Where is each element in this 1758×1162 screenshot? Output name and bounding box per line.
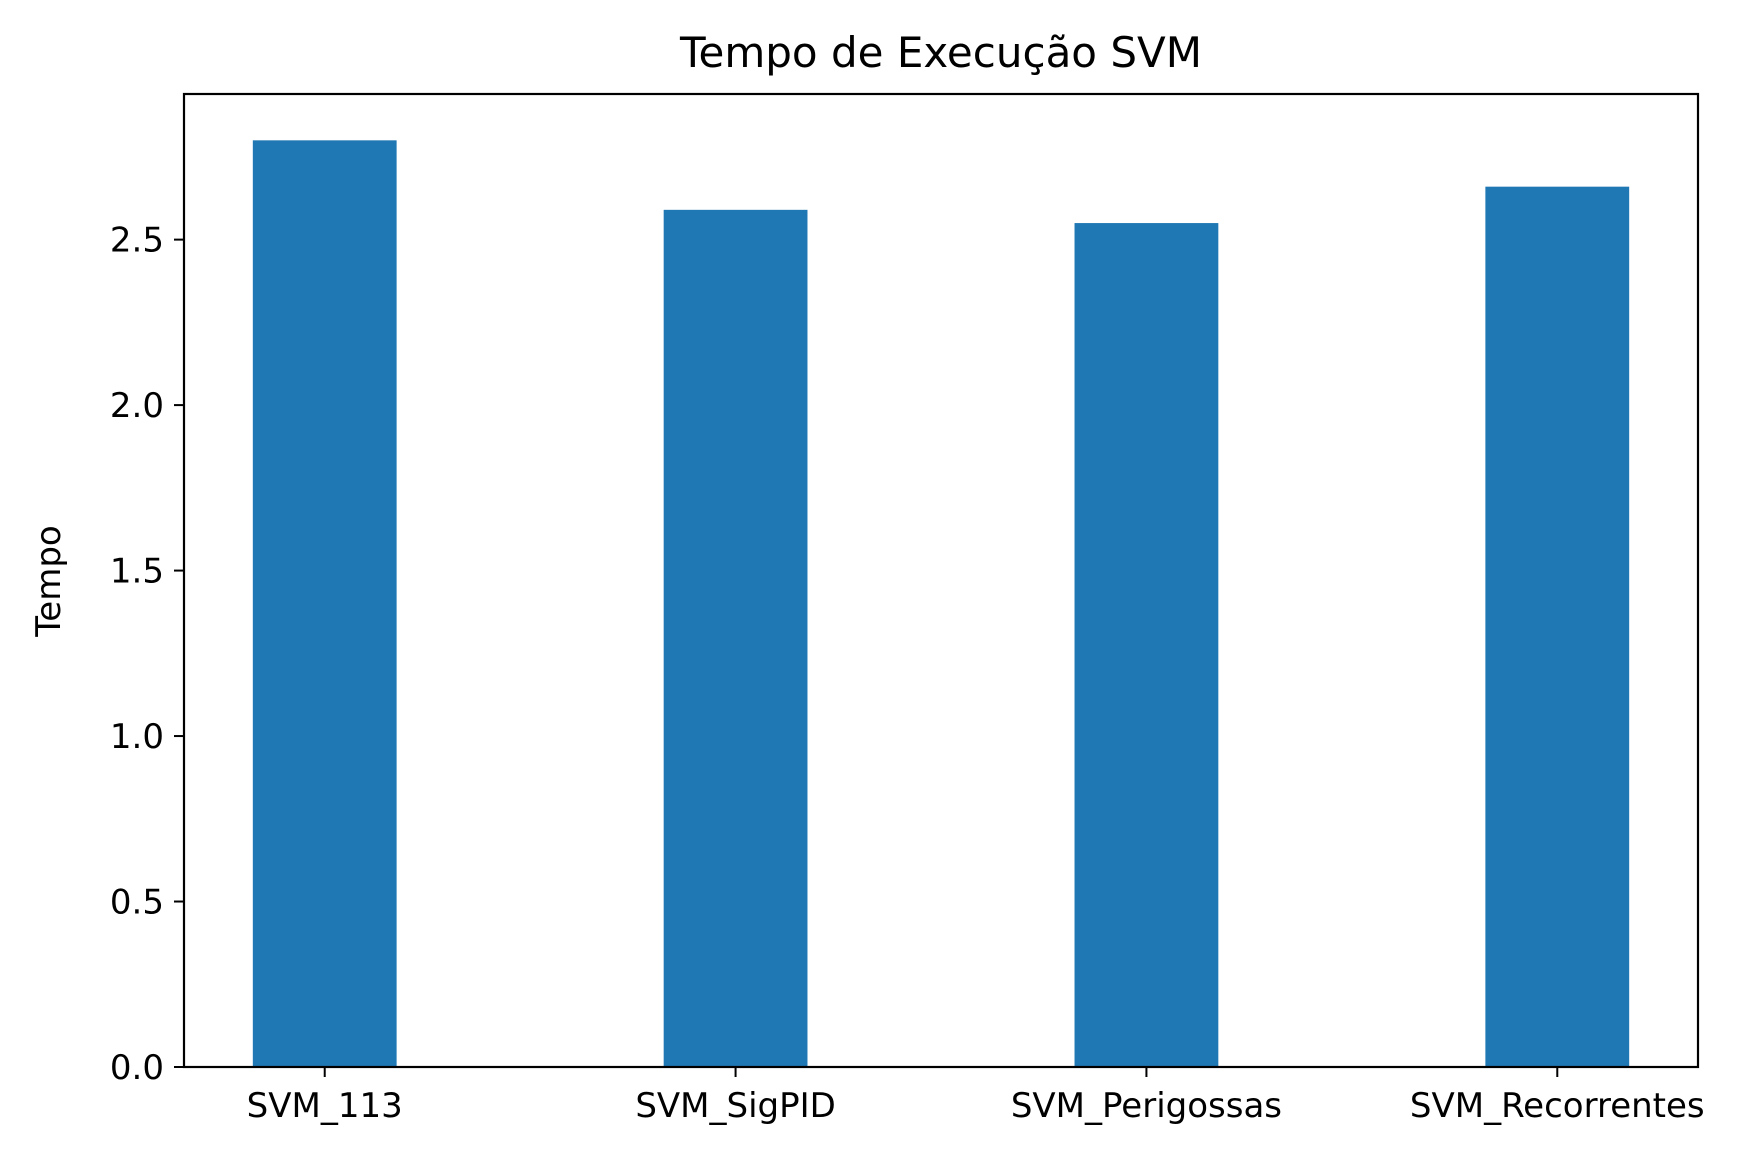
x-tick-label: SVM_Perigossas — [1011, 1086, 1282, 1126]
y-tick-label: 2.0 — [110, 386, 164, 426]
bar-svm_recorrentes — [1485, 186, 1630, 1067]
y-tick-label: 1.0 — [110, 717, 164, 757]
y-tick-label: 0.0 — [110, 1048, 164, 1088]
y-tick-label: 0.5 — [110, 883, 164, 923]
bars-group — [252, 140, 1630, 1068]
bar-svm_113 — [252, 140, 397, 1068]
y-axis-label: Tempo — [29, 525, 69, 637]
y-tick-label: 1.5 — [110, 552, 164, 592]
bar-svm_sigpid — [663, 209, 808, 1068]
y-axis-ticks: 0.0 0.5 1.0 1.5 2.0 2.5 — [110, 221, 184, 1088]
x-axis-ticks: SVM_113 SVM_SigPID SVM_Perigossas SVM_Recor… — [247, 1067, 1705, 1126]
x-tick-label: SVM_113 — [247, 1086, 403, 1126]
y-tick-label: 2.5 — [110, 221, 164, 261]
x-tick-label: SVM_SigPID — [635, 1086, 836, 1126]
plot-frame — [182, 92, 1700, 1069]
chart-title: Tempo de Execução SVM — [679, 28, 1202, 77]
x-tick-label: SVM_Recorrentes — [1410, 1086, 1705, 1126]
bar-svm_perigossas — [1074, 223, 1219, 1068]
